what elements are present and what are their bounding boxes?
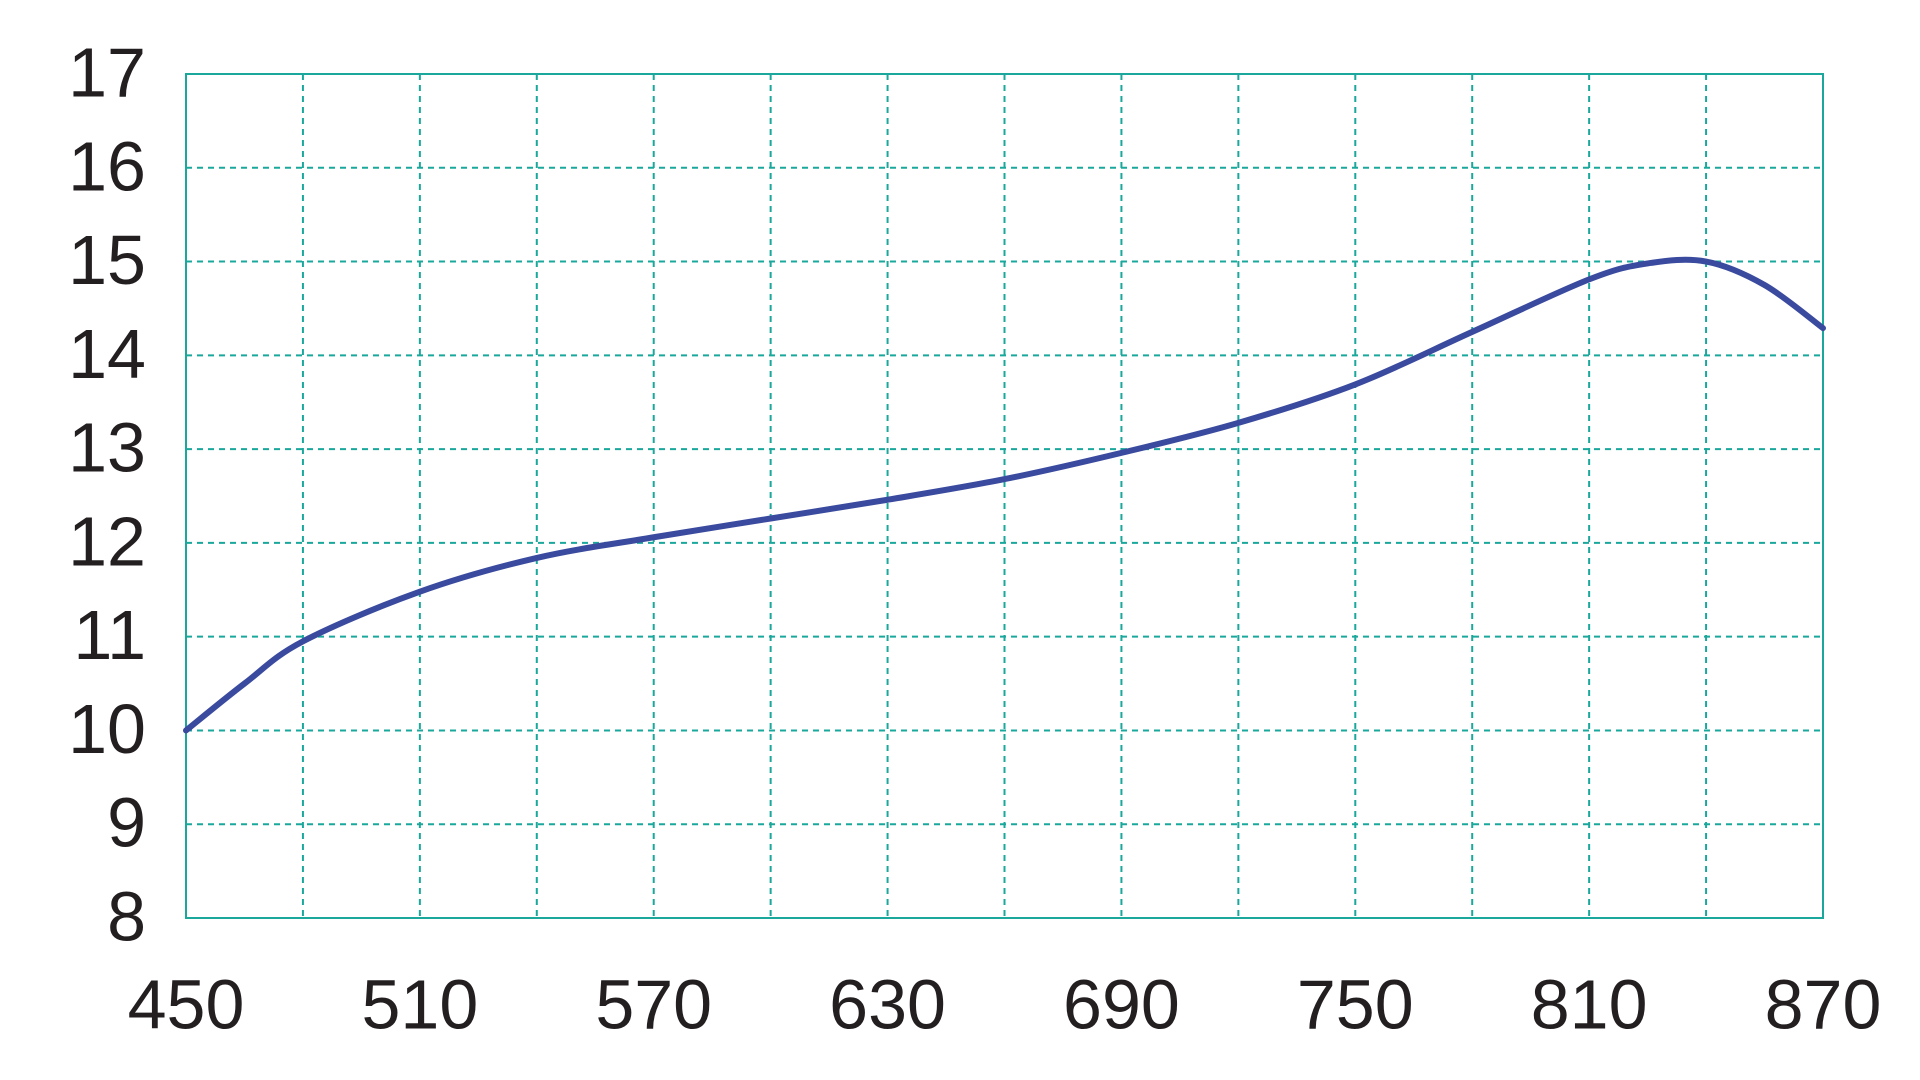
data-line [183, 256, 1826, 734]
x-tick-label: 870 [1765, 965, 1882, 1043]
plot-frame [185, 73, 1824, 919]
y-tick-label: 8 [107, 877, 146, 955]
y-tick-label: 14 [68, 315, 146, 393]
y-tick-label: 9 [107, 784, 146, 862]
y-tick-label: 16 [68, 127, 146, 205]
x-tick-label: 750 [1297, 965, 1414, 1043]
y-tick-label: 13 [68, 409, 146, 487]
x-tick-label: 690 [1063, 965, 1180, 1043]
x-tick-label: 570 [595, 965, 712, 1043]
y-tick-label: 11 [73, 596, 146, 674]
x-tick-label: 810 [1531, 965, 1648, 1043]
x-tick-label: 630 [829, 965, 946, 1043]
y-tick-label: 15 [68, 221, 146, 299]
x-tick-label: 510 [361, 965, 478, 1043]
y-tick-label: 12 [68, 502, 146, 580]
x-tick-label: 450 [128, 965, 245, 1043]
y-tick-label: 10 [68, 690, 146, 768]
y-tick-label: 17 [68, 33, 146, 111]
